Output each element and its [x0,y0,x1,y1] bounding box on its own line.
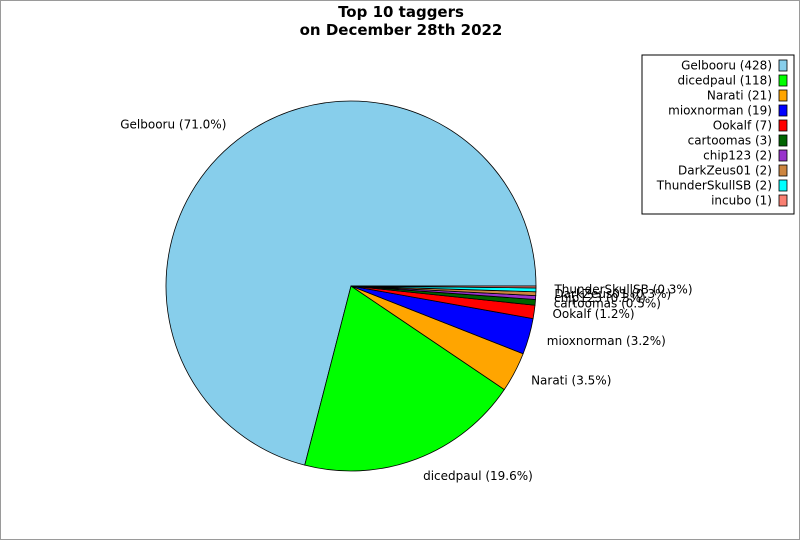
pie-slice-gelbooru [165,100,537,466]
chart-title: Top 10 taggers on December 28th 2022 [1,3,800,39]
chart-title-line-2: on December 28th 2022 [299,21,503,39]
legend-swatch-incubo [778,194,788,207]
slice-label-cartoomas: cartoomas (0.5%) [554,297,661,311]
pie-slices [165,100,537,472]
slice-label-gelbooru: Gelbooru (71.0%) [120,118,226,132]
legend-swatch-darkzeus01 [778,164,788,177]
pie-slice-dicedpaul [304,285,505,472]
pie-slice-incubo [350,285,537,289]
slice-label-darkzeus01: DarkZeus01 (0.3%) [554,287,671,301]
legend-label-incubo: incubo (1) [711,194,772,208]
legend-box [641,54,795,215]
slice-label-ookalf: Ookalf (1.2%) [552,307,634,321]
legend-label-chip123: chip123 (2) [703,149,772,163]
pie-labels: Gelbooru (71.0%) dicedpaul (19.6%) Narati … [120,118,692,483]
legend-label-thunderskullsb: ThunderSkullSB (2) [656,179,772,193]
legend-swatch-dicedpaul [778,74,788,87]
slice-label-dicedpaul: dicedpaul (19.6%) [423,469,533,483]
legend-label-cartoomas: cartoomas (3) [688,134,772,148]
slice-label-narati: Narati (3.5%) [531,373,611,387]
legend: Gelbooru (428)dicedpaul (118)Narati (21)… [641,54,795,215]
legend-swatch-ookalf [778,119,788,132]
legend-label-darkzeus01: DarkZeus01 (2) [678,164,772,178]
legend-swatch-narati [778,89,788,102]
slice-label-chip123: chip123 (0.3%) [554,291,646,305]
legend-label-dicedpaul: dicedpaul (118) [677,74,772,88]
legend-label-gelbooru: Gelbooru (428) [681,59,772,73]
legend-swatch-mioxnorman [778,104,788,117]
legend-swatch-chip123 [778,149,788,162]
legend-label-narati: Narati (21) [707,89,772,103]
chart-title-line-1: Top 10 taggers [338,3,464,21]
legend-swatch-cartoomas [778,134,788,147]
legend-label-ookalf: Ookalf (7) [713,119,772,133]
legend-swatch-gelbooru [778,59,788,72]
slice-label-thunderskullsb: ThunderSkullSB (0.3%) [553,283,692,297]
legend-label-mioxnorman: mioxnorman (19) [668,104,772,118]
legend-swatch-thunderskullsb [778,179,788,192]
slice-label-mioxnorman: mioxnorman (3.2%) [547,334,666,348]
